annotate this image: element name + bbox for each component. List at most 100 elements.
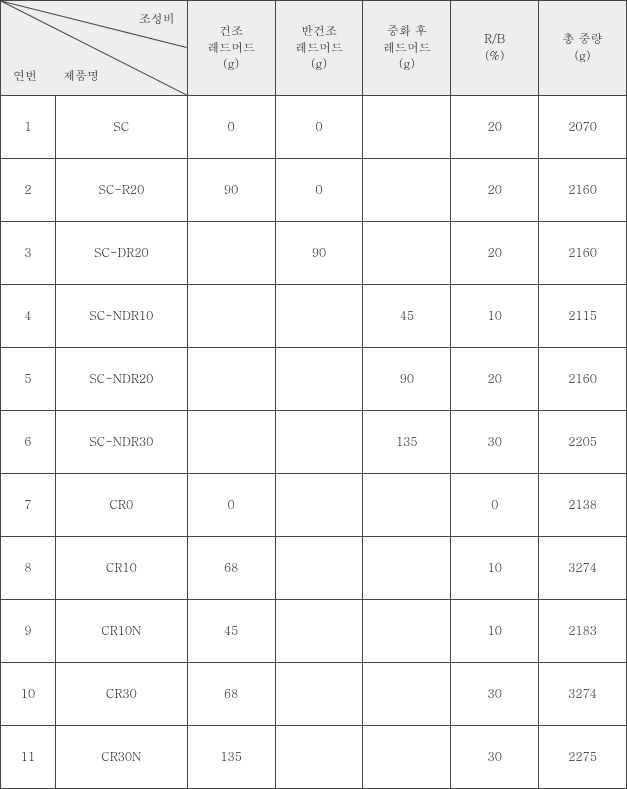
cell-dry: 68: [187, 663, 275, 726]
cell-semidry: 90: [275, 222, 363, 285]
cell-name: CR10N: [55, 600, 187, 663]
cell-dry: 0: [187, 474, 275, 537]
cell-neutral: [363, 159, 451, 222]
header-col-semidry: 반건조 레드머드 (g): [275, 1, 363, 96]
cell-name: CR30N: [55, 726, 187, 789]
cell-name: SC-NDR20: [55, 348, 187, 411]
cell-total: 2138: [539, 474, 627, 537]
cell-name: CR0: [55, 474, 187, 537]
cell-name: SC: [55, 96, 187, 159]
cell-idx: 5: [1, 348, 56, 411]
cell-name: SC-DR20: [55, 222, 187, 285]
cell-dry: 135: [187, 726, 275, 789]
cell-idx: 10: [1, 663, 56, 726]
cell-name: SC-NDR10: [55, 285, 187, 348]
cell-rb: 30: [451, 726, 539, 789]
header-col-total: 총 중량 (g): [539, 1, 627, 96]
cell-total: 2160: [539, 348, 627, 411]
cell-dry: [187, 348, 275, 411]
cell-neutral: [363, 663, 451, 726]
cell-total: 2160: [539, 222, 627, 285]
cell-semidry: [275, 348, 363, 411]
table-header: 조성비 연번 제품명 건조 레드머드 (g) 반건조 레드머드 (g) 중화 후…: [1, 1, 627, 96]
cell-semidry: [275, 726, 363, 789]
cell-total: 2070: [539, 96, 627, 159]
cell-dry: [187, 285, 275, 348]
cell-idx: 1: [1, 96, 56, 159]
diag-label-top: 조성비: [139, 11, 175, 28]
table-row: 11CR30N135 302275: [1, 726, 627, 789]
cell-neutral: [363, 537, 451, 600]
cell-idx: 8: [1, 537, 56, 600]
cell-idx: 3: [1, 222, 56, 285]
cell-rb: 30: [451, 663, 539, 726]
cell-neutral: 135: [363, 411, 451, 474]
cell-neutral: [363, 474, 451, 537]
cell-dry: [187, 411, 275, 474]
cell-semidry: 0: [275, 96, 363, 159]
cell-neutral: 90: [363, 348, 451, 411]
cell-neutral: [363, 96, 451, 159]
cell-total: 3274: [539, 663, 627, 726]
cell-name: CR30: [55, 663, 187, 726]
cell-rb: 10: [451, 285, 539, 348]
cell-rb: 30: [451, 411, 539, 474]
cell-rb: 20: [451, 159, 539, 222]
cell-idx: 9: [1, 600, 56, 663]
cell-total: 2275: [539, 726, 627, 789]
diag-label-left: 연번: [13, 68, 37, 85]
cell-idx: 6: [1, 411, 56, 474]
cell-semidry: [275, 285, 363, 348]
table-row: 6SC-NDR30 135302205: [1, 411, 627, 474]
cell-dry: [187, 222, 275, 285]
cell-rb: 20: [451, 96, 539, 159]
cell-name: SC-R20: [55, 159, 187, 222]
cell-neutral: 45: [363, 285, 451, 348]
cell-rb: 10: [451, 600, 539, 663]
cell-semidry: [275, 411, 363, 474]
table-row: 3SC-DR20 90 202160: [1, 222, 627, 285]
cell-rb: 20: [451, 222, 539, 285]
cell-idx: 11: [1, 726, 56, 789]
cell-dry: 90: [187, 159, 275, 222]
cell-semidry: [275, 600, 363, 663]
cell-semidry: [275, 537, 363, 600]
header-diagonal-cell: 조성비 연번 제품명: [1, 1, 188, 96]
cell-total: 2183: [539, 600, 627, 663]
cell-total: 2115: [539, 285, 627, 348]
table-row: 2SC-R20900 202160: [1, 159, 627, 222]
cell-idx: 4: [1, 285, 56, 348]
cell-rb: 10: [451, 537, 539, 600]
header-col-rb: R/B (%): [451, 1, 539, 96]
header-col-dry: 건조 레드머드 (g): [187, 1, 275, 96]
table-row: 9CR10N45 102183: [1, 600, 627, 663]
table-row: 1SC00202070: [1, 96, 627, 159]
cell-idx: 7: [1, 474, 56, 537]
cell-neutral: [363, 726, 451, 789]
cell-dry: 0: [187, 96, 275, 159]
data-table: 조성비 연번 제품명 건조 레드머드 (g) 반건조 레드머드 (g) 중화 후…: [0, 0, 627, 789]
table-row: 10CR3068 303274: [1, 663, 627, 726]
table-row: 8CR1068 103274: [1, 537, 627, 600]
cell-dry: 45: [187, 600, 275, 663]
cell-total: 3274: [539, 537, 627, 600]
cell-total: 2205: [539, 411, 627, 474]
cell-rb: 0: [451, 474, 539, 537]
table-row: 4SC-NDR10 45102115: [1, 285, 627, 348]
cell-neutral: [363, 222, 451, 285]
table-body: 1SC002020702SC-R209002021603SC-DR2090202…: [1, 96, 627, 789]
cell-total: 2160: [539, 159, 627, 222]
diag-label-mid: 제품명: [63, 68, 99, 85]
cell-semidry: [275, 663, 363, 726]
cell-idx: 2: [1, 159, 56, 222]
header-col-neutral: 중화 후 레드머드 (g): [363, 1, 451, 96]
cell-name: CR10: [55, 537, 187, 600]
cell-dry: 68: [187, 537, 275, 600]
cell-semidry: 0: [275, 159, 363, 222]
cell-semidry: [275, 474, 363, 537]
table-row: 5SC-NDR20 90202160: [1, 348, 627, 411]
cell-neutral: [363, 600, 451, 663]
table-row: 7CR0002138: [1, 474, 627, 537]
cell-name: SC-NDR30: [55, 411, 187, 474]
cell-rb: 20: [451, 348, 539, 411]
